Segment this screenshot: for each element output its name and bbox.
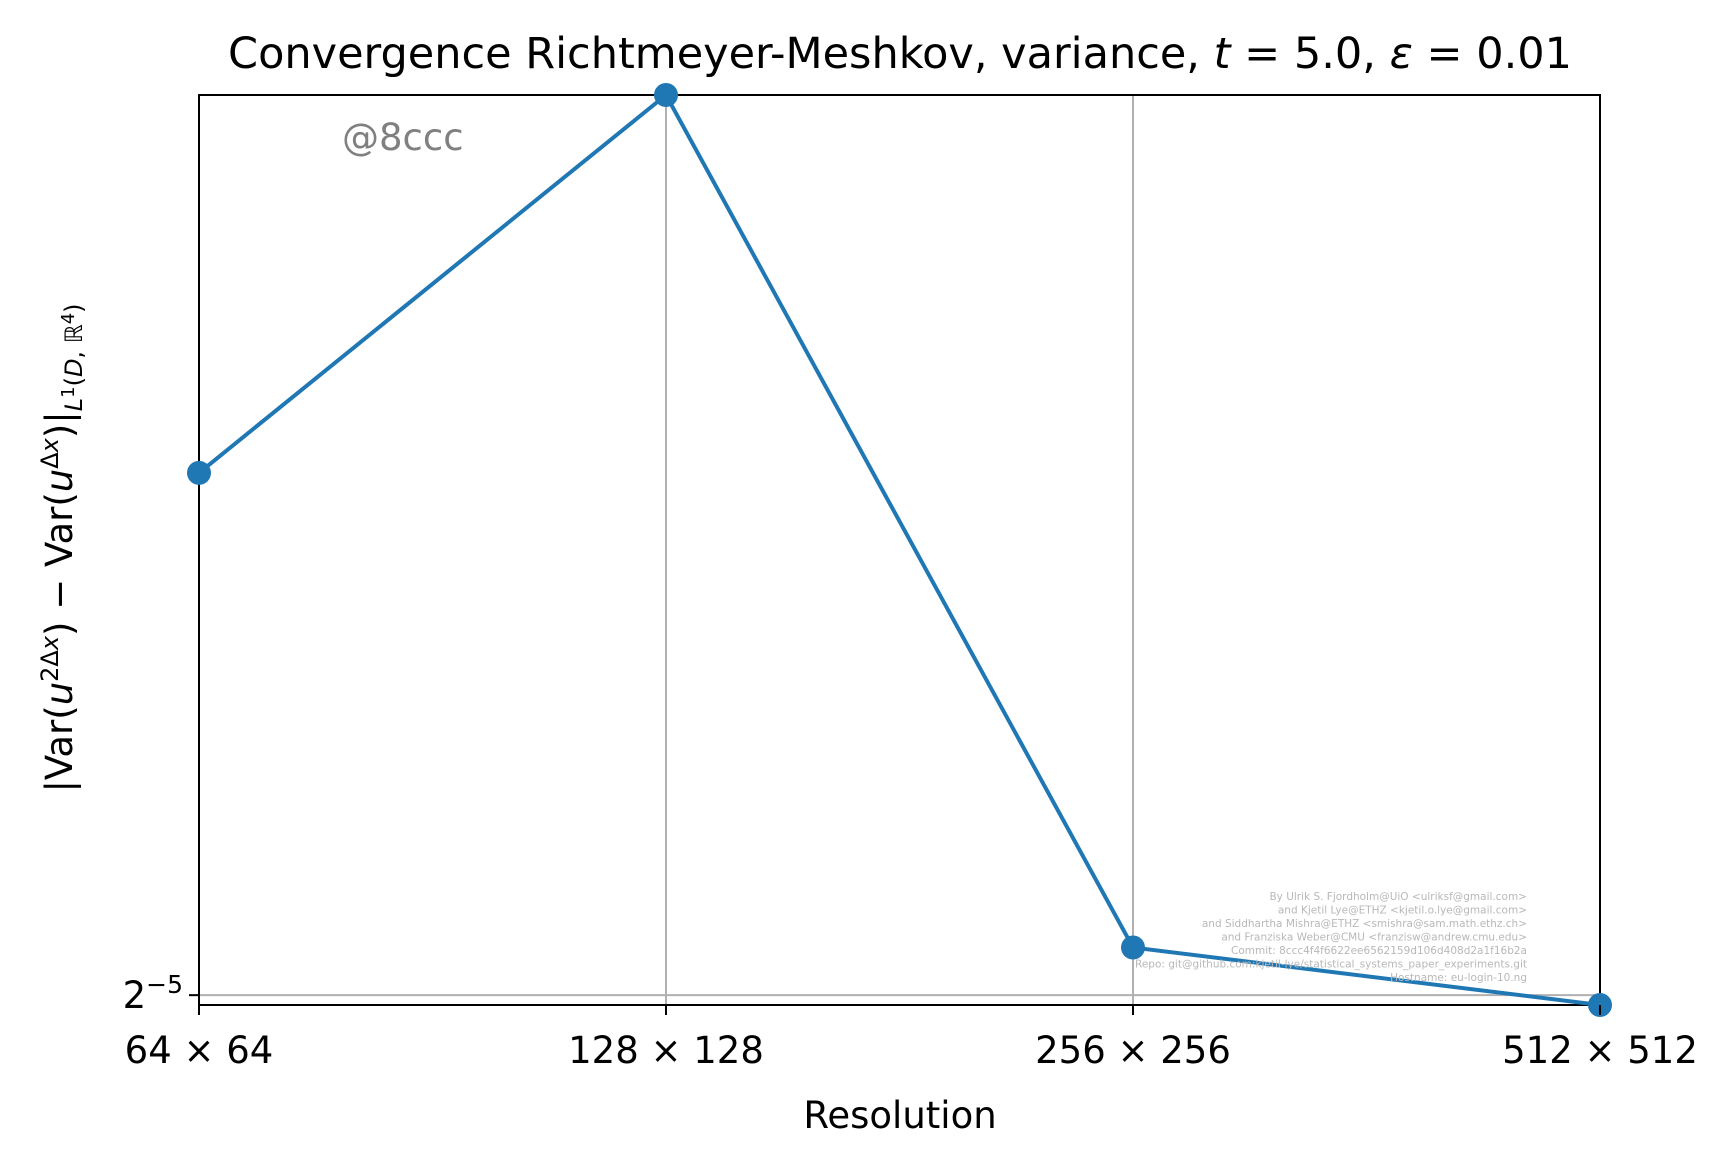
x-ticks: 64 × 64 128 × 128 256 × 256 512 × 512 [125,1005,1698,1072]
credits-line: By Ulrik S. Fjordholm@UiO <ulriksf@gmail… [1269,891,1527,903]
credits-line: Hostname: eu-login-10.ng [1390,972,1527,984]
x-tick-label: 256 × 256 [1035,1029,1231,1072]
series-line-path [197,93,1601,1007]
plot-frame [198,94,1601,1006]
y-axis-label: |Var(u2Δx) − Var(uΔx)|L1(D, ℝ4) [36,303,88,792]
grid [199,95,1600,1005]
data-point [654,83,678,107]
x-tick-label: 128 × 128 [568,1029,764,1072]
data-point [1121,935,1145,960]
y-tick-label: 2−5 [123,970,183,1017]
chart-title: Convergence Richtmeyer-Meshkov, variance… [228,29,1572,79]
x-tick-label: 512 × 512 [1502,1029,1698,1072]
series-line [187,83,1612,1017]
watermark: @8ccc [342,116,464,159]
x-axis-label: Resolution [803,1094,996,1137]
credits-line: and Siddhartha Mishra@ETHZ <smishra@sam.… [1202,918,1527,930]
credits-line: and Franziska Weber@CMU <franzisw@andrew… [1221,932,1527,944]
x-tick-label: 64 × 64 [125,1029,274,1072]
credits: By Ulrik S. Fjordholm@UiO <ulriksf@gmail… [1135,891,1527,984]
credits-line: and Kjetil Lye@ETHZ <kjetil.o.lye@gmail.… [1278,905,1527,917]
credits-line: Commit: 8ccc4f4f6622ee6562159d106d408d2a… [1231,945,1527,957]
axes [198,94,1601,1006]
title-main: Convergence Richtmeyer-Meshkov, variance… [228,29,1214,79]
y-ticks: 2−5 [123,970,199,1017]
credits-line: Repo: git@github.com:kjetil-lye/statisti… [1135,959,1527,971]
data-point [187,460,211,485]
